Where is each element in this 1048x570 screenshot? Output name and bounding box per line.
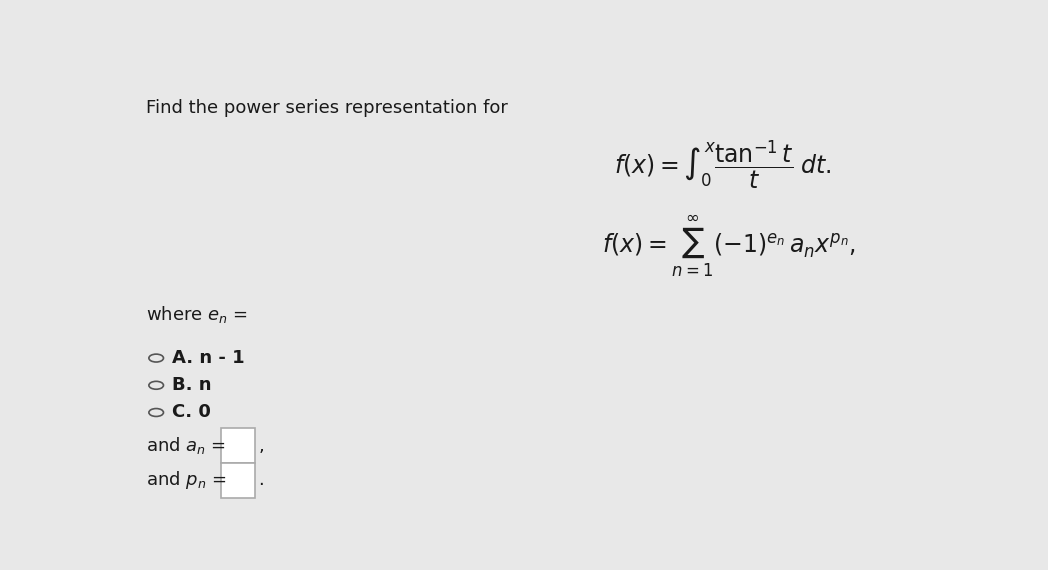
Text: Find the power series representation for: Find the power series representation for: [146, 99, 507, 117]
Text: and $p_n$ =: and $p_n$ =: [146, 469, 226, 491]
Text: C. 0: C. 0: [172, 404, 211, 421]
Text: ,: ,: [259, 437, 264, 455]
Text: and $a_n$ =: and $a_n$ =: [146, 435, 225, 457]
Text: $f(x) = \sum_{n=1}^{\infty}(-1)^{e_n}\, a_n x^{p_n},$: $f(x) = \sum_{n=1}^{\infty}(-1)^{e_n}\, …: [602, 213, 856, 279]
Text: A. n - 1: A. n - 1: [172, 349, 244, 367]
Text: $f(x) = \int_0^x \dfrac{\tan^{-1} t}{t}\; dt.$: $f(x) = \int_0^x \dfrac{\tan^{-1} t}{t}\…: [614, 139, 832, 192]
FancyBboxPatch shape: [221, 462, 256, 498]
FancyBboxPatch shape: [221, 428, 256, 463]
Text: B. n: B. n: [172, 376, 211, 394]
Text: .: .: [259, 471, 264, 489]
Text: where $e_n$ =: where $e_n$ =: [146, 304, 247, 325]
